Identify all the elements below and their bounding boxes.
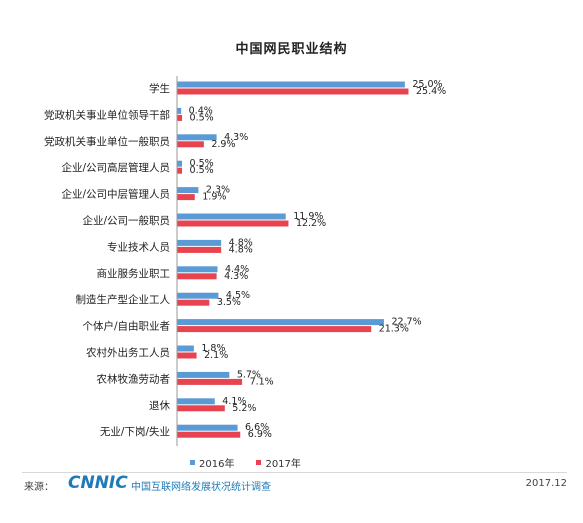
footer: 来源： CNNIC 中国互联网络发展状况统计调查 2017.12: [24, 473, 567, 494]
category-label: 企业/公司中层管理人员: [61, 188, 170, 201]
bar-2016: [177, 81, 405, 88]
legend-swatch-2017: [256, 460, 262, 465]
bar-2017: [177, 273, 217, 280]
report-date: 2017.12: [525, 478, 567, 489]
category-label: 农村外出务工人员: [86, 346, 170, 359]
value-label: 4.3%: [224, 271, 248, 282]
value-label: 6.9%: [248, 429, 272, 440]
legend-label-2017: 2017年: [265, 459, 301, 470]
category-label: 党政机关事业单位一般职员: [44, 135, 170, 148]
bar-2017: [177, 378, 243, 385]
category-label: 退休: [149, 400, 170, 412]
footer-divider: [22, 472, 567, 473]
bars-group: 25.0%25.4%0.4%0.5%4.3%2.9%0.5%0.5%2.3%1.…: [177, 79, 446, 440]
value-label: 1.9%: [202, 192, 226, 203]
category-label: 学生: [149, 82, 170, 95]
legend: 2016年 2017年: [190, 455, 301, 470]
value-label: 11.9%: [293, 211, 323, 222]
value-label: 4.3%: [224, 132, 248, 143]
bar-2016: [177, 213, 286, 220]
value-label: 21.3%: [379, 324, 409, 335]
bar-2017: [177, 88, 409, 95]
value-label: 5.7%: [237, 369, 261, 380]
source-label: 来源：: [24, 482, 54, 493]
category-label: 党政机关事业单位领导干部: [44, 108, 170, 121]
value-label: 4.5%: [226, 290, 250, 301]
bar-2017: [177, 431, 241, 438]
value-label: 7.1%: [250, 376, 274, 387]
value-label: 1.8%: [201, 343, 225, 354]
value-label: 5.2%: [232, 403, 256, 414]
category-label: 农林牧渔劳动者: [97, 372, 171, 385]
category-label: 企业/公司高层管理人员: [61, 161, 170, 174]
value-label: 3.5%: [217, 297, 241, 308]
chart-title: 中国网民职业结构: [235, 42, 348, 57]
bar-2016: [177, 292, 219, 299]
value-label: 0.5%: [190, 158, 214, 169]
bar-2016: [177, 266, 218, 273]
value-label: 4.8%: [229, 244, 253, 255]
category-label: 专业技术人员: [107, 240, 170, 253]
value-label: 25.4%: [416, 86, 446, 97]
value-label: 2.9%: [211, 139, 235, 150]
category-label: 个体户/自由职业者: [82, 320, 170, 333]
bar-2017: [177, 326, 372, 333]
value-label: 4.4%: [225, 264, 249, 275]
bar-2016: [177, 134, 217, 141]
legend-label-2016: 2016年: [199, 459, 235, 470]
category-label: 制造生产型企业工人: [76, 293, 171, 306]
bar-2016: [177, 187, 199, 194]
bar-2017: [177, 167, 183, 174]
bar-2017: [177, 299, 210, 306]
legend-swatch-2016: [190, 460, 195, 465]
survey-name: 中国互联网络发展状况统计调查: [131, 482, 271, 493]
bar-2016: [177, 239, 222, 246]
bar-2017: [177, 246, 222, 253]
value-label: 4.1%: [222, 396, 246, 407]
value-label: 6.6%: [245, 422, 269, 433]
category-label: 企业/公司一般职员: [82, 214, 170, 227]
legend-item-2017: 2017年: [256, 455, 301, 470]
bar-2016: [177, 319, 384, 326]
value-label: 4.8%: [229, 237, 253, 248]
value-label: 0.5%: [190, 165, 214, 176]
bar-2017: [177, 405, 225, 412]
category-label: 无业/下岗/失业: [100, 425, 170, 438]
bar-2016: [177, 107, 182, 114]
value-label: 0.4%: [189, 105, 213, 116]
value-label: 2.1%: [204, 350, 228, 361]
value-label: 22.7%: [391, 317, 421, 328]
value-label: 2.3%: [206, 185, 230, 196]
bar-2016: [177, 424, 238, 431]
bar-2017: [177, 220, 289, 227]
bar-2017: [177, 114, 183, 121]
bar-2016: [177, 371, 230, 378]
bar-2016: [177, 345, 194, 352]
bar-2017: [177, 352, 197, 359]
category-label: 商业服务业职工: [97, 267, 171, 280]
bar-2016: [177, 398, 215, 405]
value-label: 0.5%: [190, 112, 214, 123]
legend-item-2016: 2016年: [190, 455, 234, 470]
value-label: 12.2%: [296, 218, 326, 229]
bar-2017: [177, 194, 195, 201]
value-label: 25.0%: [412, 79, 442, 90]
cnnic-logo: CNNIC: [68, 473, 128, 493]
bar-2016: [177, 160, 183, 167]
bar-2017: [177, 141, 204, 148]
